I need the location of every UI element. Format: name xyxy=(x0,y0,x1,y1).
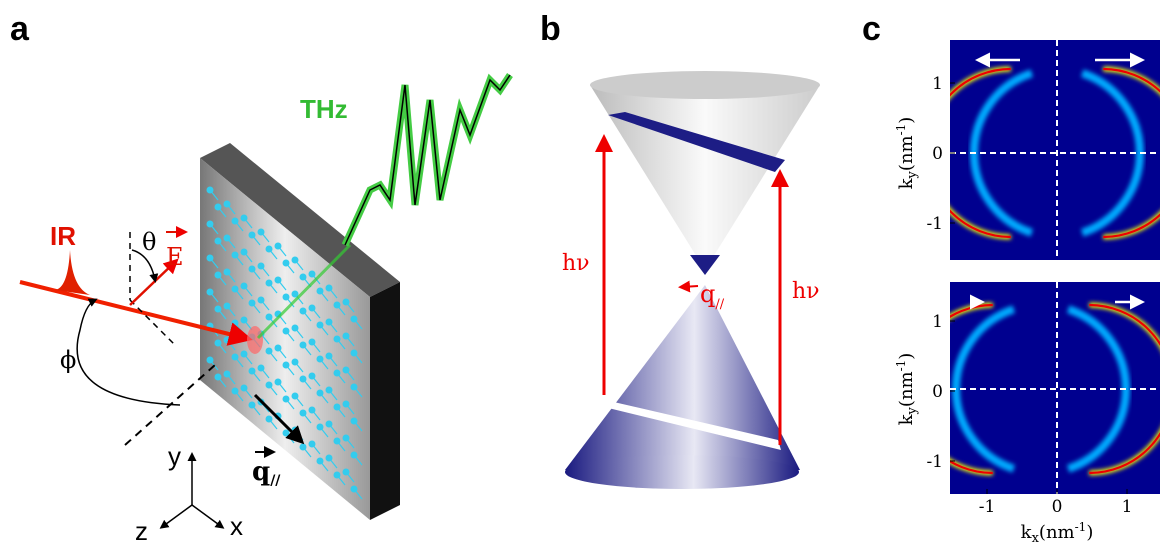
x-axis xyxy=(192,505,222,527)
panel-c: c 10-1ky(nm-1)10-1ky(nm-1)-101kx(nm-1) xyxy=(862,10,1161,545)
q-main: q xyxy=(252,457,270,487)
slab-side xyxy=(370,282,400,520)
x-tick-label: 0 xyxy=(1052,497,1063,517)
figure: a THz IR θ E ϕ q// y x z b hν hν q// c 1… xyxy=(0,0,1161,545)
x-tick-label: -1 xyxy=(979,497,996,517)
label-exp: -1 xyxy=(894,360,908,372)
x-tick-label: 1 xyxy=(1122,497,1133,517)
y-label: ky(nm-1) xyxy=(894,117,920,190)
lower-cone-bottom xyxy=(565,455,799,489)
photon-right-label: hν xyxy=(792,279,820,304)
label-close: ) xyxy=(1086,522,1093,543)
q-label: q// xyxy=(700,280,725,312)
panel-label: b xyxy=(540,10,561,48)
photon-left-label: hν xyxy=(562,251,590,276)
x-axis-label: x xyxy=(230,511,243,541)
label-exp: -1 xyxy=(1075,520,1087,534)
label-exp: -1 xyxy=(894,124,908,136)
y-tick-label: 1 xyxy=(932,74,943,94)
label-close: ) xyxy=(896,117,917,124)
upper-cone-top xyxy=(590,71,820,99)
y-axis-label: y xyxy=(168,441,181,471)
plane-line xyxy=(130,300,175,345)
ir-spot xyxy=(247,326,263,354)
q-arrow xyxy=(682,286,698,287)
panel-a: a THz IR θ E ϕ q// y x z xyxy=(10,10,510,545)
q-main: q xyxy=(700,280,715,308)
y-tick-label: 0 xyxy=(932,144,943,164)
panel-label: c xyxy=(862,10,881,48)
y-tick-label: -1 xyxy=(926,452,943,472)
y-label: ky(nm-1) xyxy=(894,353,920,426)
x-label: kx(nm-1) xyxy=(1021,520,1094,545)
field-label: E xyxy=(166,243,184,271)
y-tick-label: 0 xyxy=(932,382,943,402)
label-unit: (nm xyxy=(896,135,917,171)
q-label: q// xyxy=(252,457,281,489)
q-sub: // xyxy=(715,297,724,312)
ir-pulse xyxy=(55,250,90,295)
phi-label: ϕ xyxy=(60,346,76,374)
y-tick-label: -1 xyxy=(926,214,943,234)
label-unit: (nm xyxy=(1039,522,1075,543)
upper-tip xyxy=(690,255,720,275)
theta-label: θ xyxy=(142,228,156,256)
panel-b: b hν hν q// xyxy=(540,10,820,489)
z-axis-label: z xyxy=(135,516,148,545)
thz-label: THz xyxy=(300,94,348,124)
label-unit: (nm xyxy=(896,371,917,407)
y-tick-label: 1 xyxy=(932,312,943,332)
z-axis xyxy=(162,505,192,527)
q-sub: // xyxy=(270,473,281,489)
label-close: ) xyxy=(896,353,917,360)
phi-arc xyxy=(77,300,180,405)
ir-label: IR xyxy=(50,221,76,251)
panel-label: a xyxy=(10,10,30,48)
thz-pulse xyxy=(345,75,510,245)
